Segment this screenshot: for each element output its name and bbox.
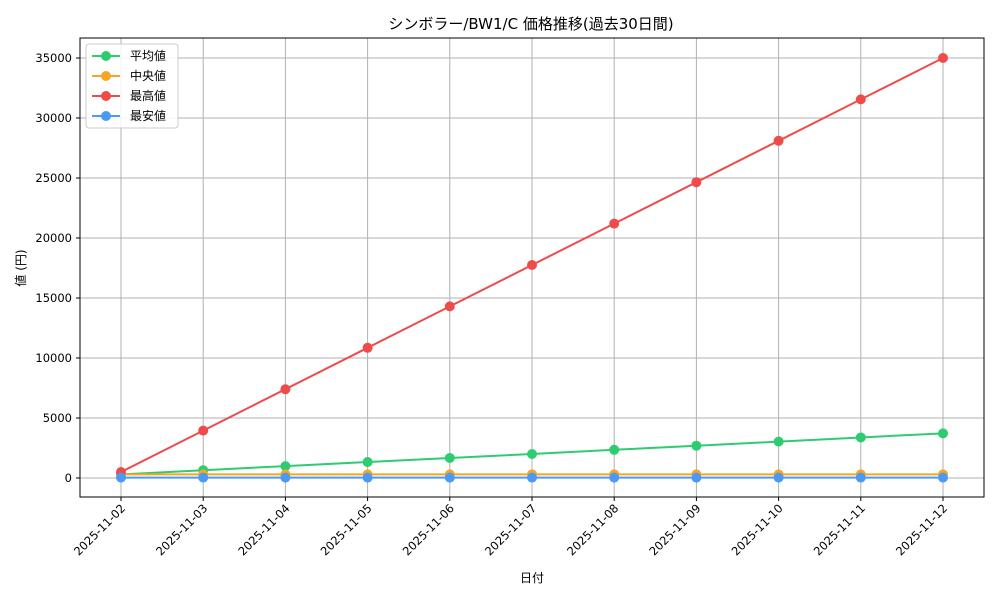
- x-axis-label: 日付: [520, 571, 544, 585]
- data-point-marker: [609, 218, 620, 229]
- data-point-marker: [609, 444, 620, 455]
- x-tick-label: 2025-11-10: [729, 501, 786, 558]
- data-point-marker: [691, 472, 702, 483]
- y-axis-label: 値 (円): [13, 249, 28, 286]
- legend-label: 最高値: [130, 88, 166, 103]
- data-point-marker: [609, 472, 620, 483]
- legend-item: 最安値: [92, 108, 166, 123]
- legend-marker-icon: [101, 71, 111, 81]
- y-tick-label: 20000: [35, 231, 72, 245]
- data-point-marker: [938, 472, 948, 483]
- data-point-marker: [362, 457, 373, 468]
- y-tick-label: 35000: [35, 51, 72, 65]
- legend-marker-icon: [101, 111, 111, 121]
- x-tick-label: 2025-11-12: [893, 501, 950, 558]
- x-tick-label: 2025-11-03: [153, 501, 210, 558]
- x-tick-label: 2025-11-09: [646, 501, 703, 558]
- y-tick-label: 15000: [35, 291, 72, 305]
- data-point-marker: [444, 301, 455, 312]
- y-tick-label: 10000: [35, 351, 72, 365]
- data-point-marker: [938, 428, 948, 439]
- legend-item: 平均値: [92, 48, 166, 63]
- data-point-marker: [362, 342, 373, 353]
- legend-marker-icon: [101, 51, 111, 61]
- data-point-marker: [691, 440, 702, 451]
- x-tick-label: 2025-11-04: [235, 501, 292, 558]
- data-point-marker: [362, 472, 373, 483]
- data-point-marker: [280, 461, 291, 472]
- data-point-marker: [773, 472, 784, 483]
- data-point-marker: [116, 472, 126, 483]
- chart-title: シンボラー/BW1/C 価格推移(過去30日間): [388, 15, 673, 33]
- data-point-marker: [444, 472, 455, 483]
- legend-box: [85, 43, 179, 129]
- x-tick-label: 2025-11-07: [482, 501, 539, 558]
- y-tick-label: 25000: [35, 171, 72, 185]
- data-point-marker: [855, 432, 866, 443]
- data-point-marker: [527, 449, 537, 459]
- x-axis-ticks: 2025-11-02 2025-11-03 2025-11-04 2025-11-05…: [71, 497, 950, 558]
- data-point-marker: [527, 472, 537, 483]
- y-tick-label: 0: [65, 471, 72, 485]
- x-tick-label: 2025-11-08: [564, 501, 621, 558]
- data-point-marker: [198, 472, 209, 483]
- data-point-marker: [773, 436, 784, 447]
- x-tick-label: 2025-11-02: [71, 501, 128, 558]
- data-point-marker: [855, 94, 866, 105]
- data-point-marker: [855, 472, 866, 483]
- data-point-marker: [280, 472, 291, 483]
- legend-label: 最安値: [130, 108, 166, 123]
- data-point-marker: [773, 135, 784, 146]
- y-tick-label: 5000: [43, 411, 72, 425]
- legend-label: 平均値: [130, 48, 166, 63]
- data-series: [116, 53, 948, 483]
- legend-label: 中央値: [130, 68, 166, 83]
- data-point-marker: [198, 425, 209, 436]
- data-point-marker: [691, 177, 702, 188]
- legend-item: 中央値: [92, 68, 166, 83]
- y-tick-label: 30000: [35, 111, 72, 125]
- x-tick-label: 2025-11-06: [400, 501, 457, 558]
- data-point-marker: [444, 452, 455, 463]
- legend-marker-icon: [101, 91, 111, 101]
- y-axis-ticks: 0 5000 10000 15000 20000 25000 30000 35000: [35, 51, 80, 485]
- legend-item: 最高値: [92, 88, 166, 103]
- data-point-marker: [280, 384, 291, 395]
- x-tick-label: 2025-11-11: [811, 501, 868, 558]
- data-point-marker: [527, 260, 537, 270]
- series-3: [116, 472, 948, 483]
- data-point-marker: [938, 53, 948, 63]
- x-tick-label: 2025-11-05: [318, 501, 375, 558]
